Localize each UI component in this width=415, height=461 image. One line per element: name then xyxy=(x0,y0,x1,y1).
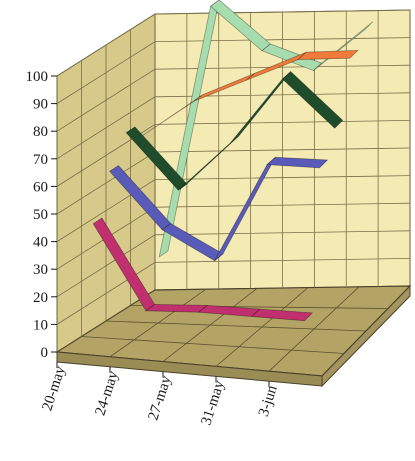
series-ribbon xyxy=(142,49,359,136)
grid-line-horizontal xyxy=(56,120,411,187)
series-segment xyxy=(266,156,329,169)
series-segment xyxy=(158,0,220,258)
y-tick-label: 100 xyxy=(26,69,49,85)
y-tick-label: 90 xyxy=(33,97,48,113)
x-tick-label: 27-may xyxy=(145,373,175,422)
grid-line-horizontal xyxy=(56,92,411,160)
floor-grid-line xyxy=(81,336,345,354)
floor-side-edge xyxy=(321,284,411,388)
series-ribbon xyxy=(109,156,329,262)
y-tick-label: 20 xyxy=(33,290,48,306)
series-segment xyxy=(144,303,209,313)
series-ribbon xyxy=(125,71,344,191)
x-tick-label: 3-jun xyxy=(256,383,281,419)
y-tick-label: 60 xyxy=(33,179,48,195)
grid-line-horizontal xyxy=(56,37,411,104)
x-tick-label: 31-may xyxy=(198,378,228,427)
y-tick-label: 70 xyxy=(33,152,48,168)
grid-line-horizontal xyxy=(56,230,411,298)
y-tick-label: 10 xyxy=(33,317,48,333)
y-tick-label: 40 xyxy=(33,235,48,251)
grid-line-horizontal xyxy=(56,9,411,77)
series-segment xyxy=(281,71,344,129)
x-tick-label: 20-may xyxy=(39,364,69,413)
x-tick-label: 24-may xyxy=(92,369,122,418)
grid-line-horizontal xyxy=(56,258,411,325)
floor-grid-line xyxy=(105,320,367,332)
series-segment xyxy=(250,308,314,322)
y-tick-label: 80 xyxy=(33,124,48,140)
series-ribbon xyxy=(92,217,314,322)
y-tick-label: 0 xyxy=(41,345,49,361)
y-tick-label: 50 xyxy=(33,207,48,223)
chart-series-group xyxy=(92,0,374,322)
y-tick-label: 30 xyxy=(33,262,48,278)
grid-line-horizontal xyxy=(56,175,411,242)
series-segment xyxy=(296,49,359,61)
grid-line-horizontal xyxy=(56,64,411,132)
chart-grid xyxy=(56,9,411,372)
